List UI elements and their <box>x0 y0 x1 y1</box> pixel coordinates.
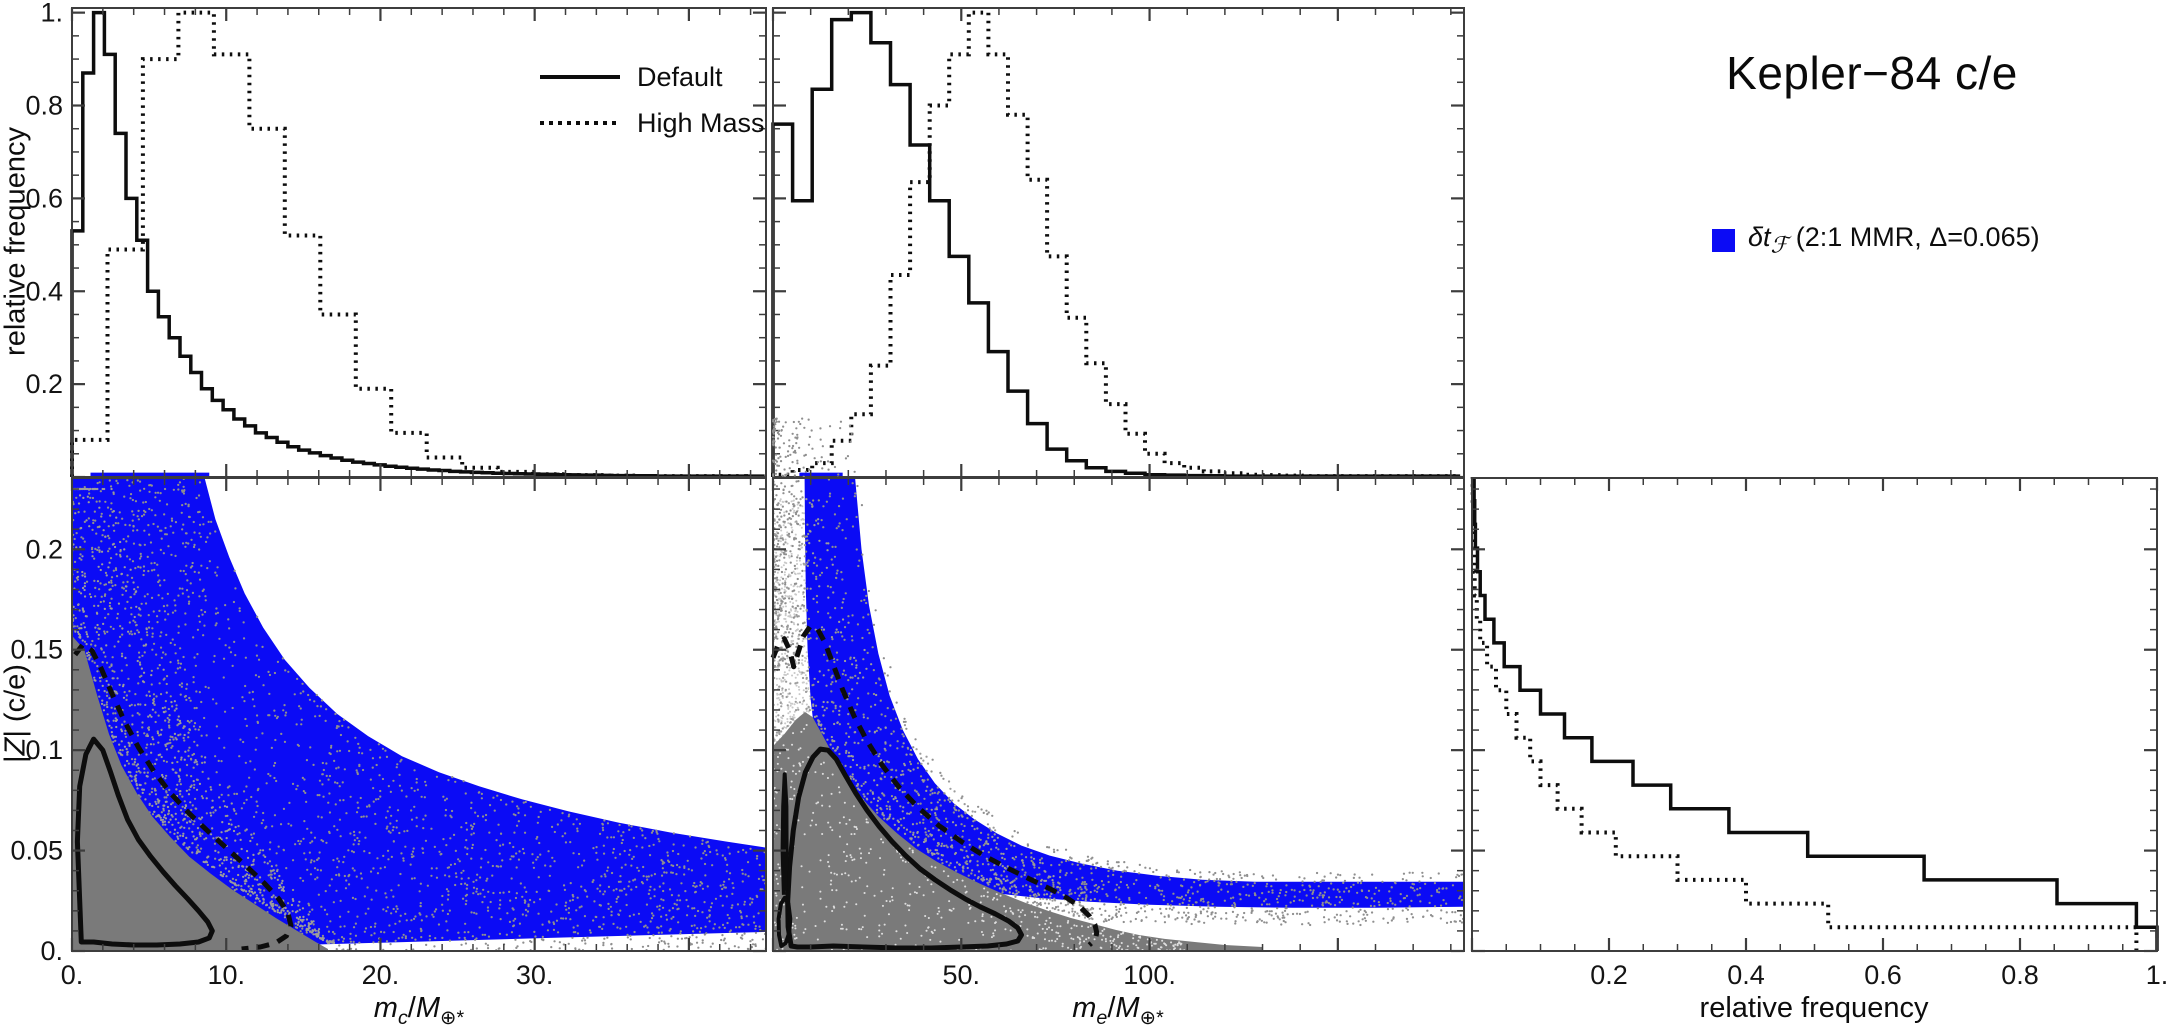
x-tick-label: 20. <box>362 960 400 990</box>
label-segment: m <box>1072 992 1097 1024</box>
blue-region-legend: δtℱ (2:1 MMR, Δ=0.065) <box>1712 222 2040 258</box>
label-segment: δt <box>1748 222 1771 252</box>
label-segment: ⊕* <box>1139 1006 1164 1027</box>
blue-legend-label: δtℱ (2:1 MMR, Δ=0.065) <box>1748 222 2040 258</box>
label-segment: ℱ <box>1770 232 1789 258</box>
label-segment: / <box>1107 992 1116 1024</box>
blue-stability-region <box>72 478 766 950</box>
panel-frame <box>71 477 767 952</box>
label-segment: (2:1 MMR, Δ=0.065) <box>1788 222 2040 252</box>
y-tick-label: 1. <box>40 0 63 28</box>
panel-tm <box>771 7 1465 479</box>
y-axis-label-relative-frequency: relative frequency <box>0 127 32 356</box>
dense-posterior-region <box>72 635 328 951</box>
panel-frame <box>772 477 1465 952</box>
x-tick-label: 100. <box>1123 960 1176 990</box>
label-segment: / <box>407 992 416 1024</box>
y-tick-label: 0.15 <box>10 635 63 665</box>
label-segment: | (c/e) <box>0 664 32 738</box>
panel-bm-scatter-me: 50. 100. <box>770 417 1465 990</box>
label-segment: M <box>1115 992 1140 1024</box>
axis-ticks <box>771 478 1464 953</box>
contour-solid-spike <box>780 772 789 895</box>
scatter-speckles <box>70 487 336 945</box>
x-tick-label: 0. <box>61 960 84 990</box>
y-tick-label: 0.1 <box>25 735 63 765</box>
panel-br-z-histogram: 0.2 0.4 0.6 0.8 1. <box>1470 477 2169 990</box>
axis-ticks <box>771 8 1464 479</box>
figure-title: Kepler−84 c/e <box>1726 47 2018 99</box>
y-axis-label-z: |Z| (c/e) <box>0 564 33 864</box>
x-tick-label: 0.8 <box>2001 960 2039 990</box>
legend-label-default: Default <box>637 61 723 92</box>
contour-solid-1sigma <box>785 746 1024 951</box>
y-tick-label: 0.6 <box>25 183 63 213</box>
scatter-speckles <box>771 498 1094 921</box>
label-segment: m <box>373 992 398 1024</box>
y-tick-label: 0. <box>40 936 63 966</box>
y-tick-label: 0.2 <box>25 369 63 399</box>
label-segment: ⊕* <box>440 1006 465 1027</box>
histogram-high-mass <box>1470 477 2139 951</box>
label-segment: M <box>415 992 441 1024</box>
x-tick-label: 50. <box>943 960 981 990</box>
histogram-default <box>1472 477 2159 951</box>
y-tick-label: 0.2 <box>25 534 63 564</box>
contour-dashed-2sigma <box>770 624 1100 947</box>
contour-solid-small-loop <box>776 895 793 948</box>
x-tick-label: 1. <box>2146 960 2169 990</box>
x-axis-label-relative-frequency: relative frequency <box>1699 992 1929 1024</box>
panel-tl: 1. 0.8 0.6 0.4 0.2 <box>25 0 767 479</box>
panel-bl-scatter-mc: 0. 10. 20. 30. 0. 0.05 0.1 0.15 0.2 <box>10 477 767 990</box>
dense-posterior-region <box>773 712 1263 951</box>
axis-ticks <box>1470 478 2159 953</box>
x-tick-label: 30. <box>516 960 554 990</box>
y-tick-label: 0.8 <box>25 91 63 121</box>
label-segment: c <box>397 1006 408 1027</box>
histogram-default <box>70 10 765 478</box>
x-axis-label-me: me/M⊕* <box>968 992 1268 1027</box>
panel-frame <box>772 7 1465 478</box>
legend-row-highmass: High Mass <box>540 100 765 146</box>
blue-distribution-baseline <box>799 472 843 478</box>
blue-distribution-baseline <box>90 472 210 478</box>
dotted-line-swatch-icon <box>540 121 620 125</box>
x-tick-label: 10. <box>207 960 245 990</box>
axis-ticks <box>70 478 766 953</box>
x-axis-label-mc: mc/M⊕* <box>269 992 569 1027</box>
label-segment: Z <box>0 737 32 756</box>
solid-line-swatch-icon <box>540 75 620 79</box>
x-tick-label: 0.4 <box>1727 960 1765 990</box>
contour-dashed-2sigma <box>73 642 294 952</box>
legend-label-highmass: High Mass <box>637 107 765 138</box>
legend-row-default: Default <box>540 54 765 100</box>
y-tick-label: 0.05 <box>10 836 63 866</box>
blue-square-swatch-icon <box>1712 228 1735 252</box>
x-tick-label: 0.2 <box>1590 960 1628 990</box>
histogram-default <box>771 10 1461 478</box>
label-segment: | <box>0 755 32 763</box>
line-style-legend: Default High Mass <box>540 54 765 146</box>
x-tick-label: 0.6 <box>1864 960 1902 990</box>
y-tick-label: 0.4 <box>25 276 63 306</box>
label-segment: e <box>1096 1006 1108 1027</box>
histogram-high-mass <box>771 10 1461 479</box>
